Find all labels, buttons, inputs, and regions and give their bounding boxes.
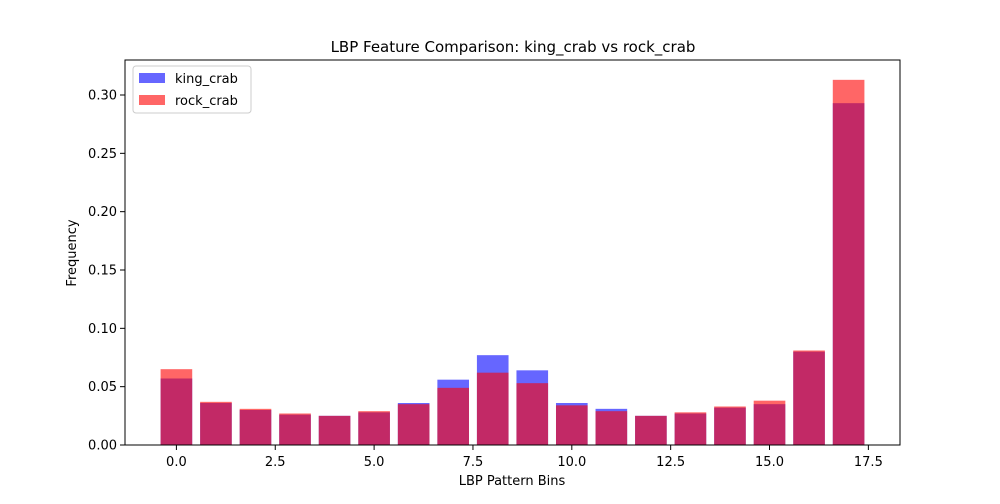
x-tick-label: 12.5 xyxy=(656,455,685,470)
y-tick-label: 0.20 xyxy=(88,205,117,220)
y-tick-label: 0.00 xyxy=(88,439,117,454)
y-axis-label: Frequency xyxy=(65,219,80,286)
bar-rock-crab-12 xyxy=(635,415,667,445)
bar-rock-crab-5 xyxy=(358,411,390,445)
bar-rock-crab-11 xyxy=(595,411,628,445)
legend-label-rock-crab: rock_crab xyxy=(175,94,238,109)
bar-rock-crab-17 xyxy=(832,79,865,445)
bar-rock-crab-0 xyxy=(160,369,193,445)
legend: king_crab rock_crab xyxy=(132,65,252,114)
bar-rock-crab-13 xyxy=(674,412,707,445)
plot-frame xyxy=(124,59,901,446)
bar-rock-crab-3 xyxy=(279,413,311,445)
x-tick-label: 10.0 xyxy=(557,455,586,470)
y-tick-label: 0.05 xyxy=(88,380,117,395)
x-tick-label: 7.5 xyxy=(463,455,484,470)
bar-rock-crab-4 xyxy=(318,415,351,445)
legend-swatch-rock-crab xyxy=(139,95,165,105)
legend-swatch-king-crab xyxy=(139,73,165,83)
bar-rock-crab-14 xyxy=(714,406,746,445)
y-tick-label: 0.15 xyxy=(88,264,117,279)
bar-rock-crab-9 xyxy=(516,383,549,445)
x-tick-label: 2.5 xyxy=(265,455,286,470)
x-tick-label: 15.0 xyxy=(755,455,784,470)
bar-rock-crab-2 xyxy=(239,408,272,445)
bar-rock-crab-7 xyxy=(437,387,470,445)
y-tick-label: 0.10 xyxy=(88,322,117,337)
x-tick-label: 5.0 xyxy=(364,455,385,470)
x-axis-label: LBP Pattern Bins xyxy=(459,474,566,489)
bars-layer xyxy=(160,79,865,446)
chart-title: LBP Feature Comparison: king_crab vs roc… xyxy=(331,38,696,57)
x-axis-ticks: 0.0 2.5 5.0 7.5 10.0 12.5 15.0 17.5 xyxy=(166,445,883,470)
legend-label-king-crab: king_crab xyxy=(175,72,238,87)
bar-rock-crab-8 xyxy=(476,372,509,445)
y-tick-label: 0.30 xyxy=(88,89,117,104)
bar-rock-crab-6 xyxy=(397,404,430,445)
x-tick-label: 0.0 xyxy=(166,455,187,470)
y-tick-label: 0.25 xyxy=(88,147,117,162)
bar-rock-crab-16 xyxy=(793,350,825,445)
bar-rock-crab-15 xyxy=(753,400,786,445)
bar-rock-crab-10 xyxy=(555,405,588,445)
x-tick-label: 17.5 xyxy=(854,455,883,470)
bar-rock-crab-1 xyxy=(200,401,232,445)
y-axis-ticks: 0.00 0.05 0.10 0.15 0.20 0.25 0.30 xyxy=(88,89,125,454)
